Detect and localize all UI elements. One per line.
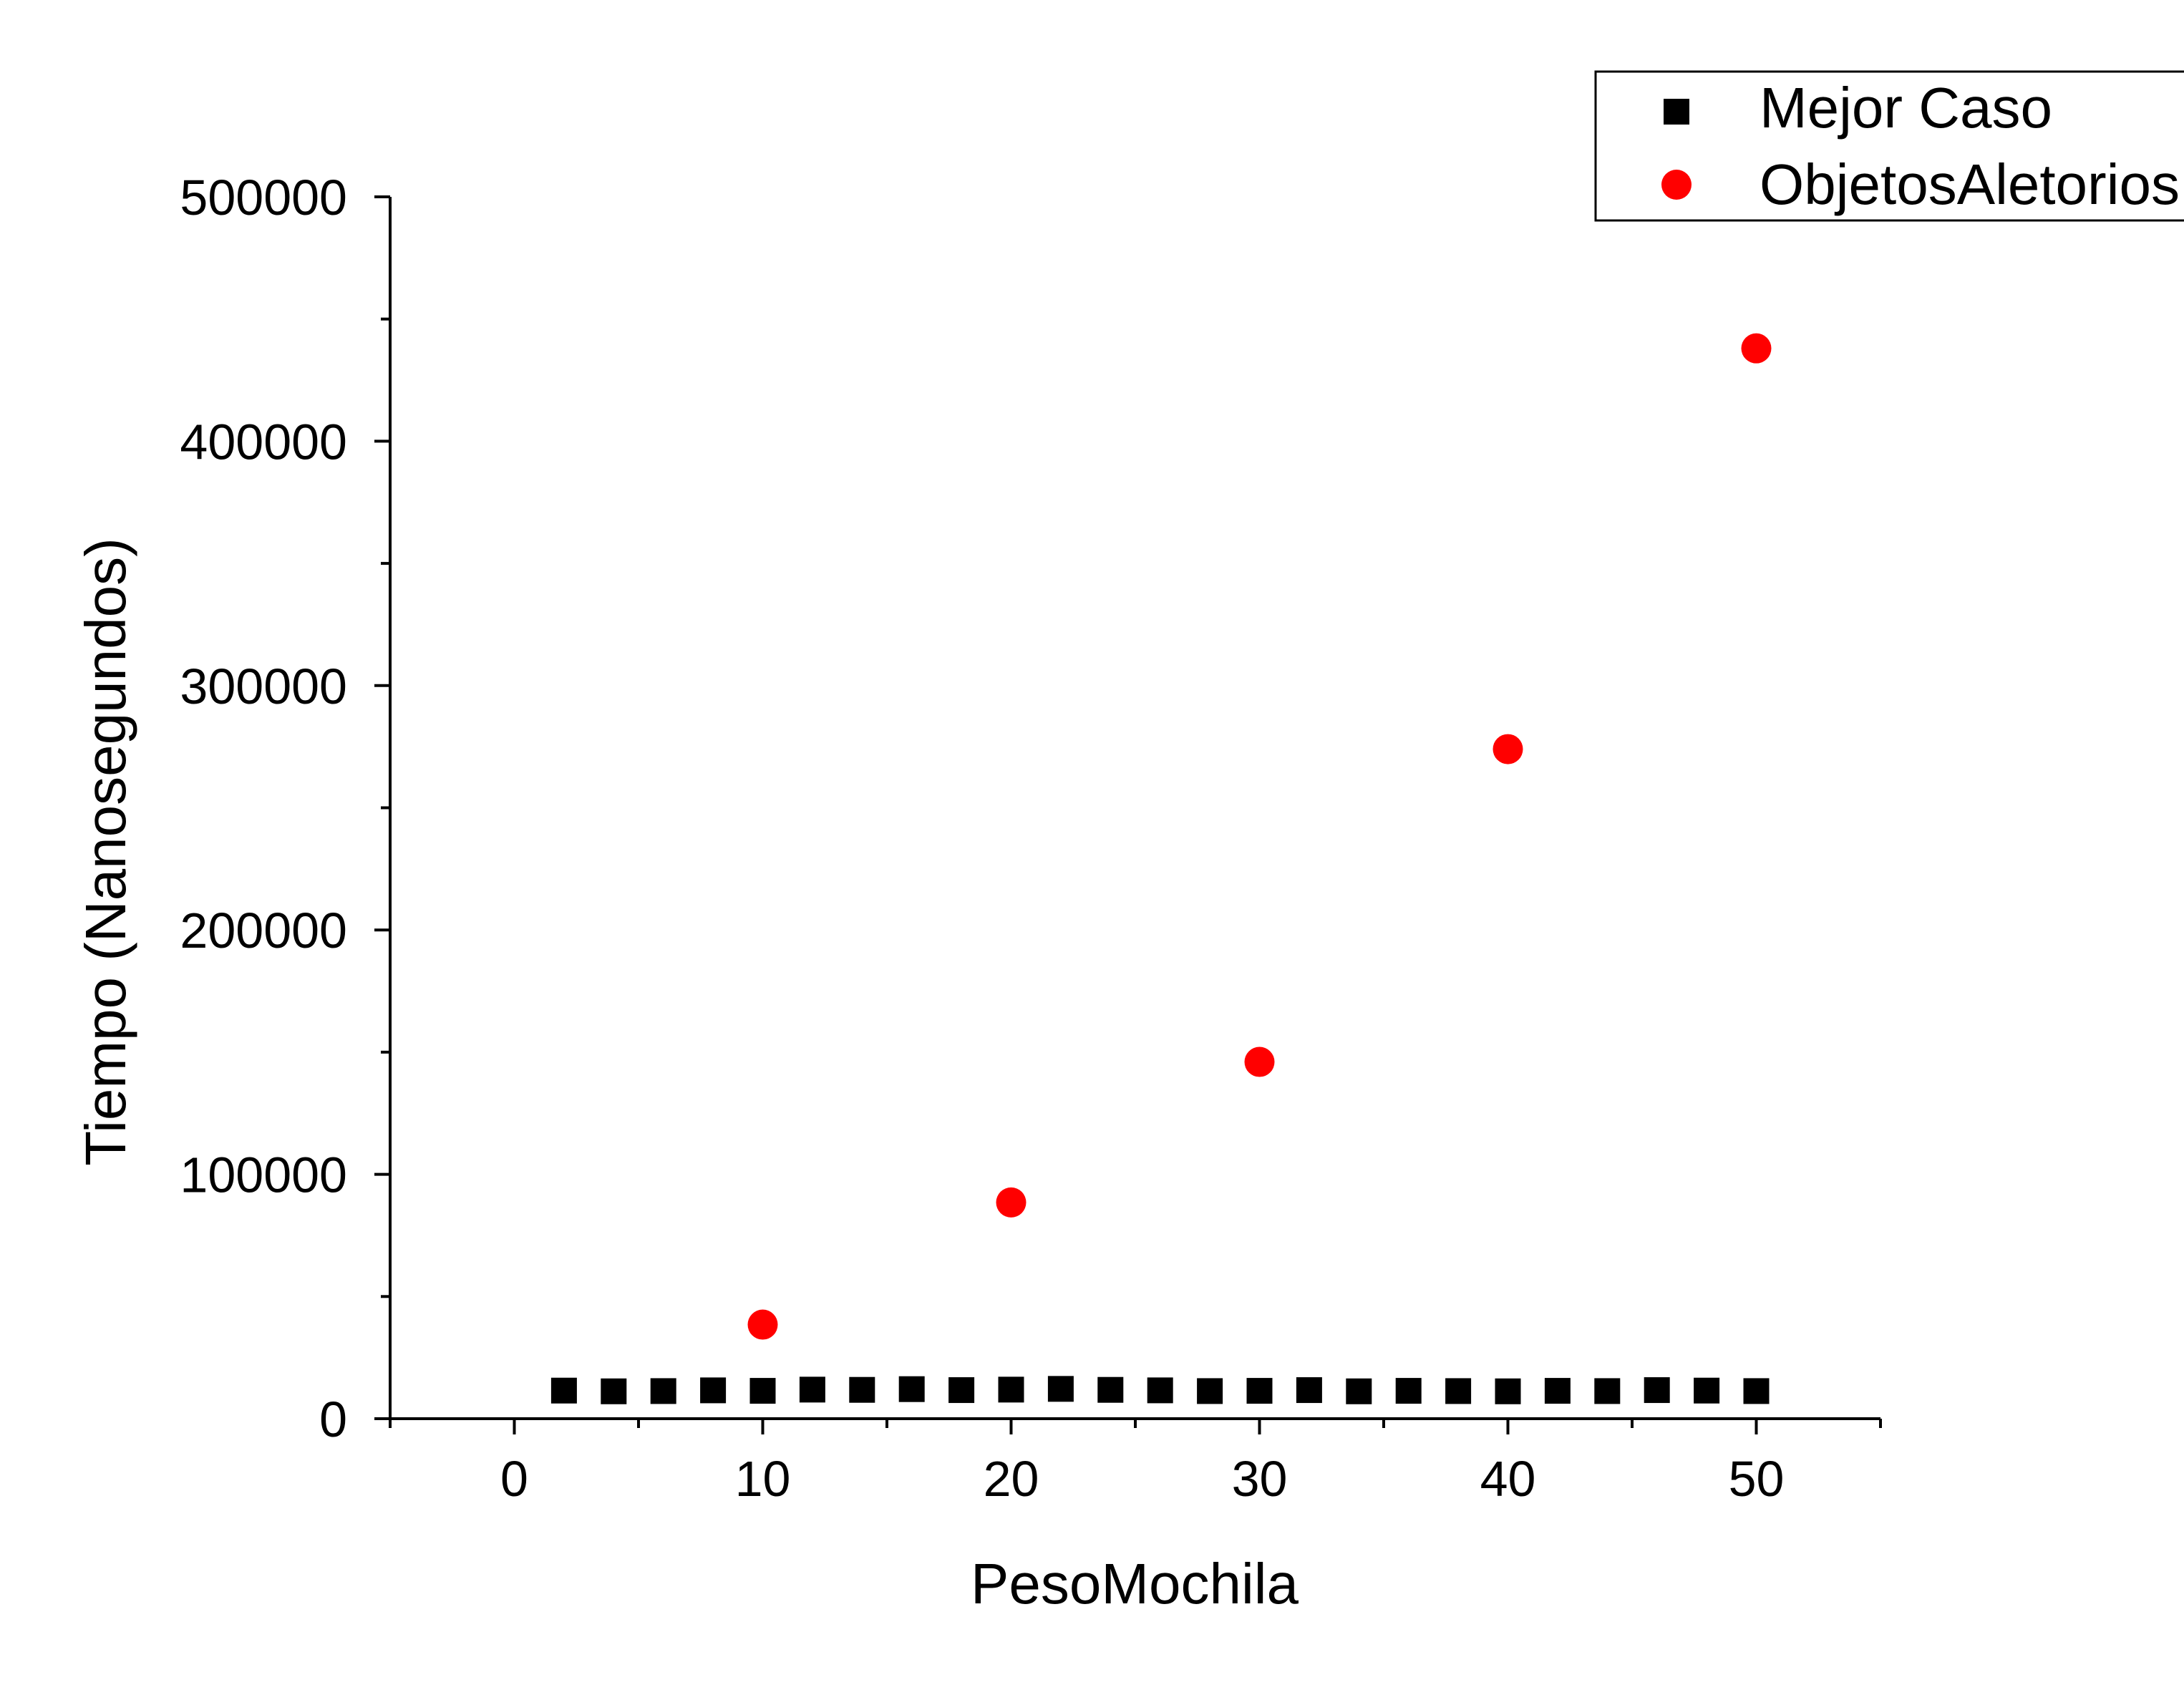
mejor-caso-point	[1445, 1378, 1472, 1404]
objetos-aletorios-point	[996, 1187, 1027, 1218]
y-tick-label: 100000	[180, 1147, 347, 1203]
objetos-aletorios-point	[747, 1309, 778, 1340]
legend-marker-objetos-aletorios	[1661, 170, 1692, 200]
mejor-caso-point	[1594, 1378, 1621, 1404]
mejor-caso-point	[1346, 1378, 1372, 1404]
mejor-caso-point	[550, 1377, 577, 1404]
mejor-caso-point	[1644, 1377, 1670, 1404]
legend-marker-mejor-caso	[1664, 99, 1689, 125]
x-tick-label: 10	[735, 1451, 791, 1507]
mejor-caso-point	[650, 1378, 676, 1404]
x-tick-label: 30	[1232, 1451, 1288, 1507]
y-tick-label: 200000	[180, 903, 347, 958]
mejor-caso-point	[1246, 1378, 1273, 1404]
mejor-caso-point	[1395, 1378, 1422, 1404]
mejor-caso-point	[749, 1378, 776, 1404]
mejor-caso-point	[1097, 1376, 1124, 1403]
x-tick-label: 40	[1480, 1451, 1536, 1507]
x-tick-label: 20	[984, 1451, 1039, 1507]
mejor-caso-point	[1197, 1378, 1223, 1404]
mejor-caso-point	[1147, 1377, 1173, 1404]
objetos-aletorios-point	[1244, 1046, 1275, 1077]
data-points	[550, 333, 1772, 1404]
legend-label-mejor-caso: Mejor Caso	[1760, 76, 2052, 140]
legend-box	[1594, 70, 2184, 222]
objetos-aletorios-point	[1493, 734, 1523, 764]
x-tick-label: 0	[500, 1451, 528, 1507]
mejor-caso-point	[1296, 1377, 1322, 1404]
tick-marks	[374, 195, 1882, 1434]
x-tick-label: 50	[1729, 1451, 1785, 1507]
mejor-caso-point	[601, 1378, 627, 1404]
legend-label-objetos-aletorios: ObjetosAletorios	[1760, 152, 2180, 216]
axes	[389, 197, 1880, 1420]
objetos-aletorios-point	[1741, 333, 1772, 364]
mejor-caso-point	[1743, 1378, 1770, 1404]
mejor-caso-point	[799, 1376, 825, 1403]
x-axis-label: PesoMochila	[971, 1552, 1299, 1616]
tick-labels: 0 10 20 30 40 50 0 100000 200000 300000 400000 5000…	[180, 170, 1784, 1507]
mejor-caso-point	[1047, 1376, 1074, 1402]
mejor-caso-point	[898, 1376, 925, 1402]
y-tick-label: 400000	[180, 414, 347, 470]
mejor-caso-point	[1694, 1377, 1720, 1404]
y-tick-label: 0	[319, 1391, 347, 1447]
mejor-caso-point	[700, 1377, 727, 1404]
mejor-caso-point	[849, 1376, 875, 1403]
y-axis-label: Tiempo (Nanosegundos)	[74, 538, 137, 1166]
mejor-caso-point	[1544, 1378, 1571, 1404]
mejor-caso-point	[948, 1377, 975, 1404]
y-tick-label: 300000	[180, 659, 347, 714]
legend: Mejor Caso ObjetosAletorios	[1594, 70, 2184, 222]
mejor-caso-point	[998, 1376, 1024, 1403]
y-tick-label: 500000	[180, 170, 347, 225]
mejor-caso-point	[1495, 1378, 1521, 1404]
